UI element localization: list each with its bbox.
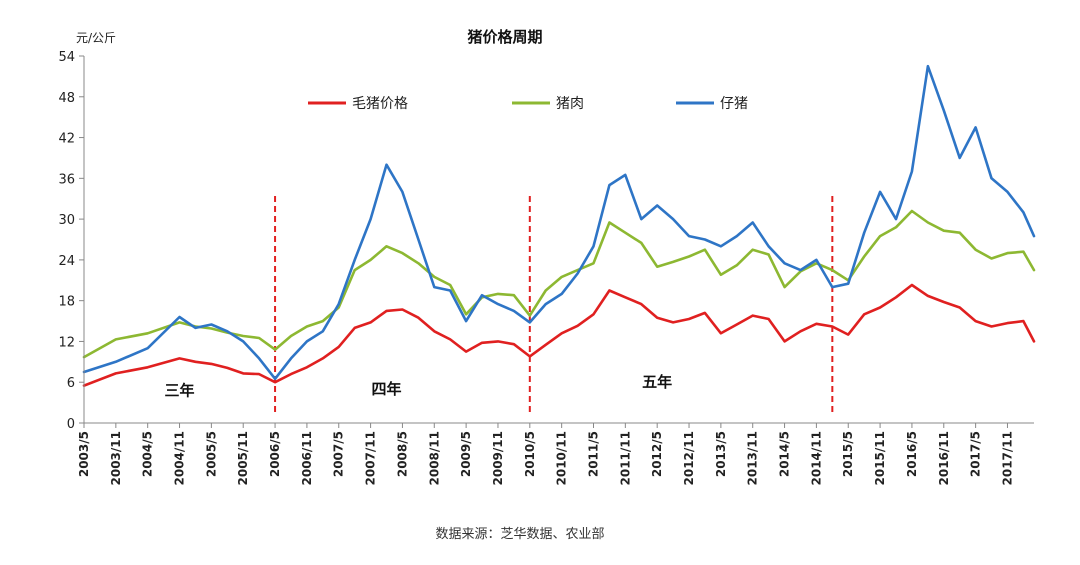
x-tick-label: 2016/11 <box>937 431 951 485</box>
x-tick-label: 2009/5 <box>459 431 473 477</box>
cycle-label: 三年 <box>165 381 195 399</box>
x-tick-label: 2007/5 <box>332 431 346 477</box>
x-tick-label: 2012/11 <box>682 431 696 485</box>
cycle-label: 五年 <box>642 373 672 391</box>
y-tick-label: 12 <box>58 335 75 350</box>
x-tick-label: 2011/5 <box>586 431 600 477</box>
x-tick-label: 2012/5 <box>650 431 664 477</box>
x-tick-label: 2017/5 <box>969 431 983 477</box>
x-tick-label: 2008/5 <box>395 431 409 477</box>
cycle-dividers <box>274 196 834 413</box>
data-source-note: 数据来源：芝华数据、农业部 <box>435 526 604 542</box>
x-tick-labels: 2003/5 2003/11 2004/5 2004/11 2005/5 2005/11 2… <box>77 431 1014 485</box>
x-tick-label: 2011/11 <box>618 431 632 485</box>
x-tick-label: 2005/5 <box>204 431 218 477</box>
x-tick-label: 2013/11 <box>746 431 760 485</box>
x-tick-label: 2010/5 <box>523 431 537 477</box>
x-tick-label: 2014/11 <box>809 431 823 485</box>
legend-label-1: 毛猪价格 <box>352 96 408 112</box>
legend-label-3: 仔猪 <box>720 96 748 112</box>
y-tick-label: 48 <box>58 91 75 106</box>
x-tick-label: 2007/11 <box>364 431 378 485</box>
x-tick-label: 2017/11 <box>1000 431 1014 485</box>
x-tick-label: 2006/11 <box>300 431 314 485</box>
x-tick-label: 2015/5 <box>841 431 855 477</box>
x-tick-label: 2003/5 <box>77 431 91 477</box>
y-axis-unit-label: 元/公斤 <box>76 31 116 45</box>
x-tick-label: 2009/11 <box>491 431 505 485</box>
y-tick-label: 18 <box>58 295 75 310</box>
series-line-3 <box>82 64 1036 381</box>
y-tick-label: 0 <box>67 417 75 432</box>
x-tick-label: 2004/5 <box>141 431 155 477</box>
y-tick-label: 54 <box>58 50 75 65</box>
y-tick-label: 24 <box>58 254 75 269</box>
y-tick-labels: 0 6 12 18 24 30 36 42 48 54 <box>58 50 75 432</box>
series-line-1 <box>82 283 1036 387</box>
x-tick-label: 2006/5 <box>268 431 282 477</box>
legend: 毛猪价格 猪肉 仔猪 <box>308 96 748 112</box>
axes <box>79 55 1034 428</box>
x-tick-label: 2014/5 <box>778 431 792 477</box>
x-tick-label: 2013/5 <box>714 431 728 477</box>
x-tick-label: 2010/11 <box>555 431 569 485</box>
y-tick-label: 36 <box>58 172 75 187</box>
y-tick-label: 30 <box>58 213 75 228</box>
x-tick-label: 2004/11 <box>173 431 187 485</box>
x-tick-label: 2016/5 <box>905 431 919 477</box>
y-tick-label: 6 <box>67 376 75 391</box>
x-tick-label: 2005/11 <box>236 431 250 485</box>
series-line-2 <box>82 209 1036 359</box>
chart-title: 猪价格周期 <box>466 28 542 46</box>
cycle-label: 四年 <box>372 380 402 398</box>
series-lines <box>82 64 1036 387</box>
legend-label-2: 猪肉 <box>556 96 584 112</box>
y-tick-label: 42 <box>58 132 75 147</box>
x-tick-label: 2015/11 <box>873 431 887 485</box>
x-tick-label: 2003/11 <box>109 431 123 485</box>
x-tick-label: 2008/11 <box>427 431 441 485</box>
cycle-labels: 三年 四年 五年 <box>165 373 673 399</box>
